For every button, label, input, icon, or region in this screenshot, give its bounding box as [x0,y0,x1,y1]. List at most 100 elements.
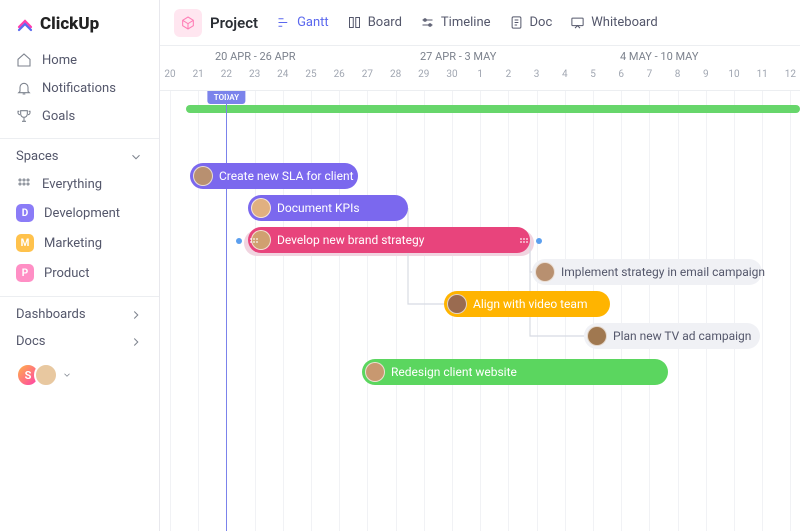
chevron-right-icon [129,308,143,322]
gantt-task[interactable]: Plan new TV ad campaign [584,323,760,349]
gantt-task[interactable]: Redesign client website [362,359,668,385]
day-label: 24 [277,69,288,80]
view-tab-doc[interactable]: Doc [509,15,553,30]
assignee-avatar [365,362,385,382]
gridline [339,91,340,531]
docs-header[interactable]: Docs [0,328,159,355]
day-label: 25 [305,69,316,80]
nav-notifications[interactable]: Notifications [0,74,159,102]
timeline-icon [420,15,435,30]
gantt-task[interactable]: Align with video team [444,291,610,317]
gantt-task[interactable]: Develop new brand strategy [248,227,530,253]
assignee-avatar [193,166,213,186]
gantt-tracks[interactable]: TODAYCreate new SLA for clientDocument K… [160,91,800,531]
view-tab-board[interactable]: Board [347,15,402,30]
avatar[interactable] [34,363,58,387]
gantt-icon [276,15,291,30]
task-label: Create new SLA for client [219,169,354,183]
task-label: Implement strategy in email campaign [561,265,765,279]
day-label: 21 [193,69,204,80]
dependency-line [404,204,448,308]
sidebar: ClickUp Home Notifications Goals Spaces … [0,0,160,531]
gridline [198,91,199,531]
day-label: 22 [221,69,232,80]
assignee-avatar [535,262,555,282]
space-badge: P [16,264,34,282]
project-breadcrumb[interactable]: Project [174,9,258,37]
clickup-logo-icon [16,15,34,33]
view-tab-label: Doc [530,15,553,30]
task-label: Develop new brand strategy [277,233,424,247]
space-item[interactable]: MMarketing [0,228,159,258]
nav-goals[interactable]: Goals [0,102,159,130]
week-label: 27 APR - 3 MAY [420,50,496,63]
gridline [311,91,312,531]
space-everything[interactable]: Everything [0,170,159,198]
day-label: 27 [362,69,373,80]
task-label: Plan new TV ad campaign [613,329,751,343]
day-label: 3 [534,69,540,80]
space-item[interactable]: DDevelopment [0,198,159,228]
gantt-task[interactable]: Document KPIs [248,195,408,221]
gridline [706,91,707,531]
chevron-right-icon [129,335,143,349]
task-label: Document KPIs [277,201,360,215]
view-tab-gantt[interactable]: Gantt [276,15,329,30]
assignee-avatar [447,294,467,314]
drag-grip-icon[interactable] [520,233,528,247]
gantt-task[interactable]: Create new SLA for client [190,163,358,189]
dashboards-header[interactable]: Dashboards [0,296,159,328]
brand-name: ClickUp [40,14,99,34]
docs-label: Docs [16,334,45,349]
trophy-icon [16,108,32,124]
nav-home[interactable]: Home [0,46,159,74]
logo[interactable]: ClickUp [0,10,159,46]
gridline [649,91,650,531]
day-label: 1 [477,69,483,80]
view-tab-label: Timeline [441,15,491,30]
day-label: 29 [418,69,429,80]
dashboards-label: Dashboards [16,307,86,322]
board-icon [347,15,362,30]
week-label: 20 APR - 26 APR [215,50,295,63]
spaces-header[interactable]: Spaces [0,138,159,170]
summary-bar[interactable] [186,105,800,113]
day-label: 7 [647,69,653,80]
view-tab-timeline[interactable]: Timeline [420,15,491,30]
day-label: 9 [703,69,709,80]
space-item[interactable]: P Product [0,258,159,288]
space-label: Product [44,266,89,281]
drag-grip-icon[interactable] [250,233,258,247]
day-label: 10 [728,69,739,80]
gridline [424,91,425,531]
home-icon [16,52,32,68]
today-line [226,91,227,531]
bell-icon [16,80,32,96]
day-label: 26 [334,69,345,80]
project-icon [174,9,202,37]
spaces-header-label: Spaces [16,149,59,164]
gridline [678,91,679,531]
gantt-task[interactable]: Implement strategy in email campaign [532,259,762,285]
day-label: 2 [506,69,512,80]
task-label: Align with video team [473,297,587,311]
project-title: Project [210,14,258,32]
task-label: Redesign client website [391,365,517,379]
view-tab-whiteboard[interactable]: Whiteboard [570,15,657,30]
gridline [621,91,622,531]
day-label: 28 [390,69,401,80]
dependency-handle[interactable] [236,238,242,244]
space-badge: M [16,234,34,252]
grid-icon [16,176,32,192]
user-avatars[interactable]: S [0,355,159,395]
assignee-avatar [251,198,271,218]
nav-home-label: Home [42,53,77,68]
nav-goals-label: Goals [42,109,75,124]
nav-notifications-label: Notifications [42,81,116,96]
view-tab-label: Gantt [297,15,329,30]
day-label: 6 [618,69,624,80]
cube-icon [180,15,196,31]
gridline [367,91,368,531]
gridline [734,91,735,531]
week-label: 4 MAY - 10 MAY [620,50,698,63]
